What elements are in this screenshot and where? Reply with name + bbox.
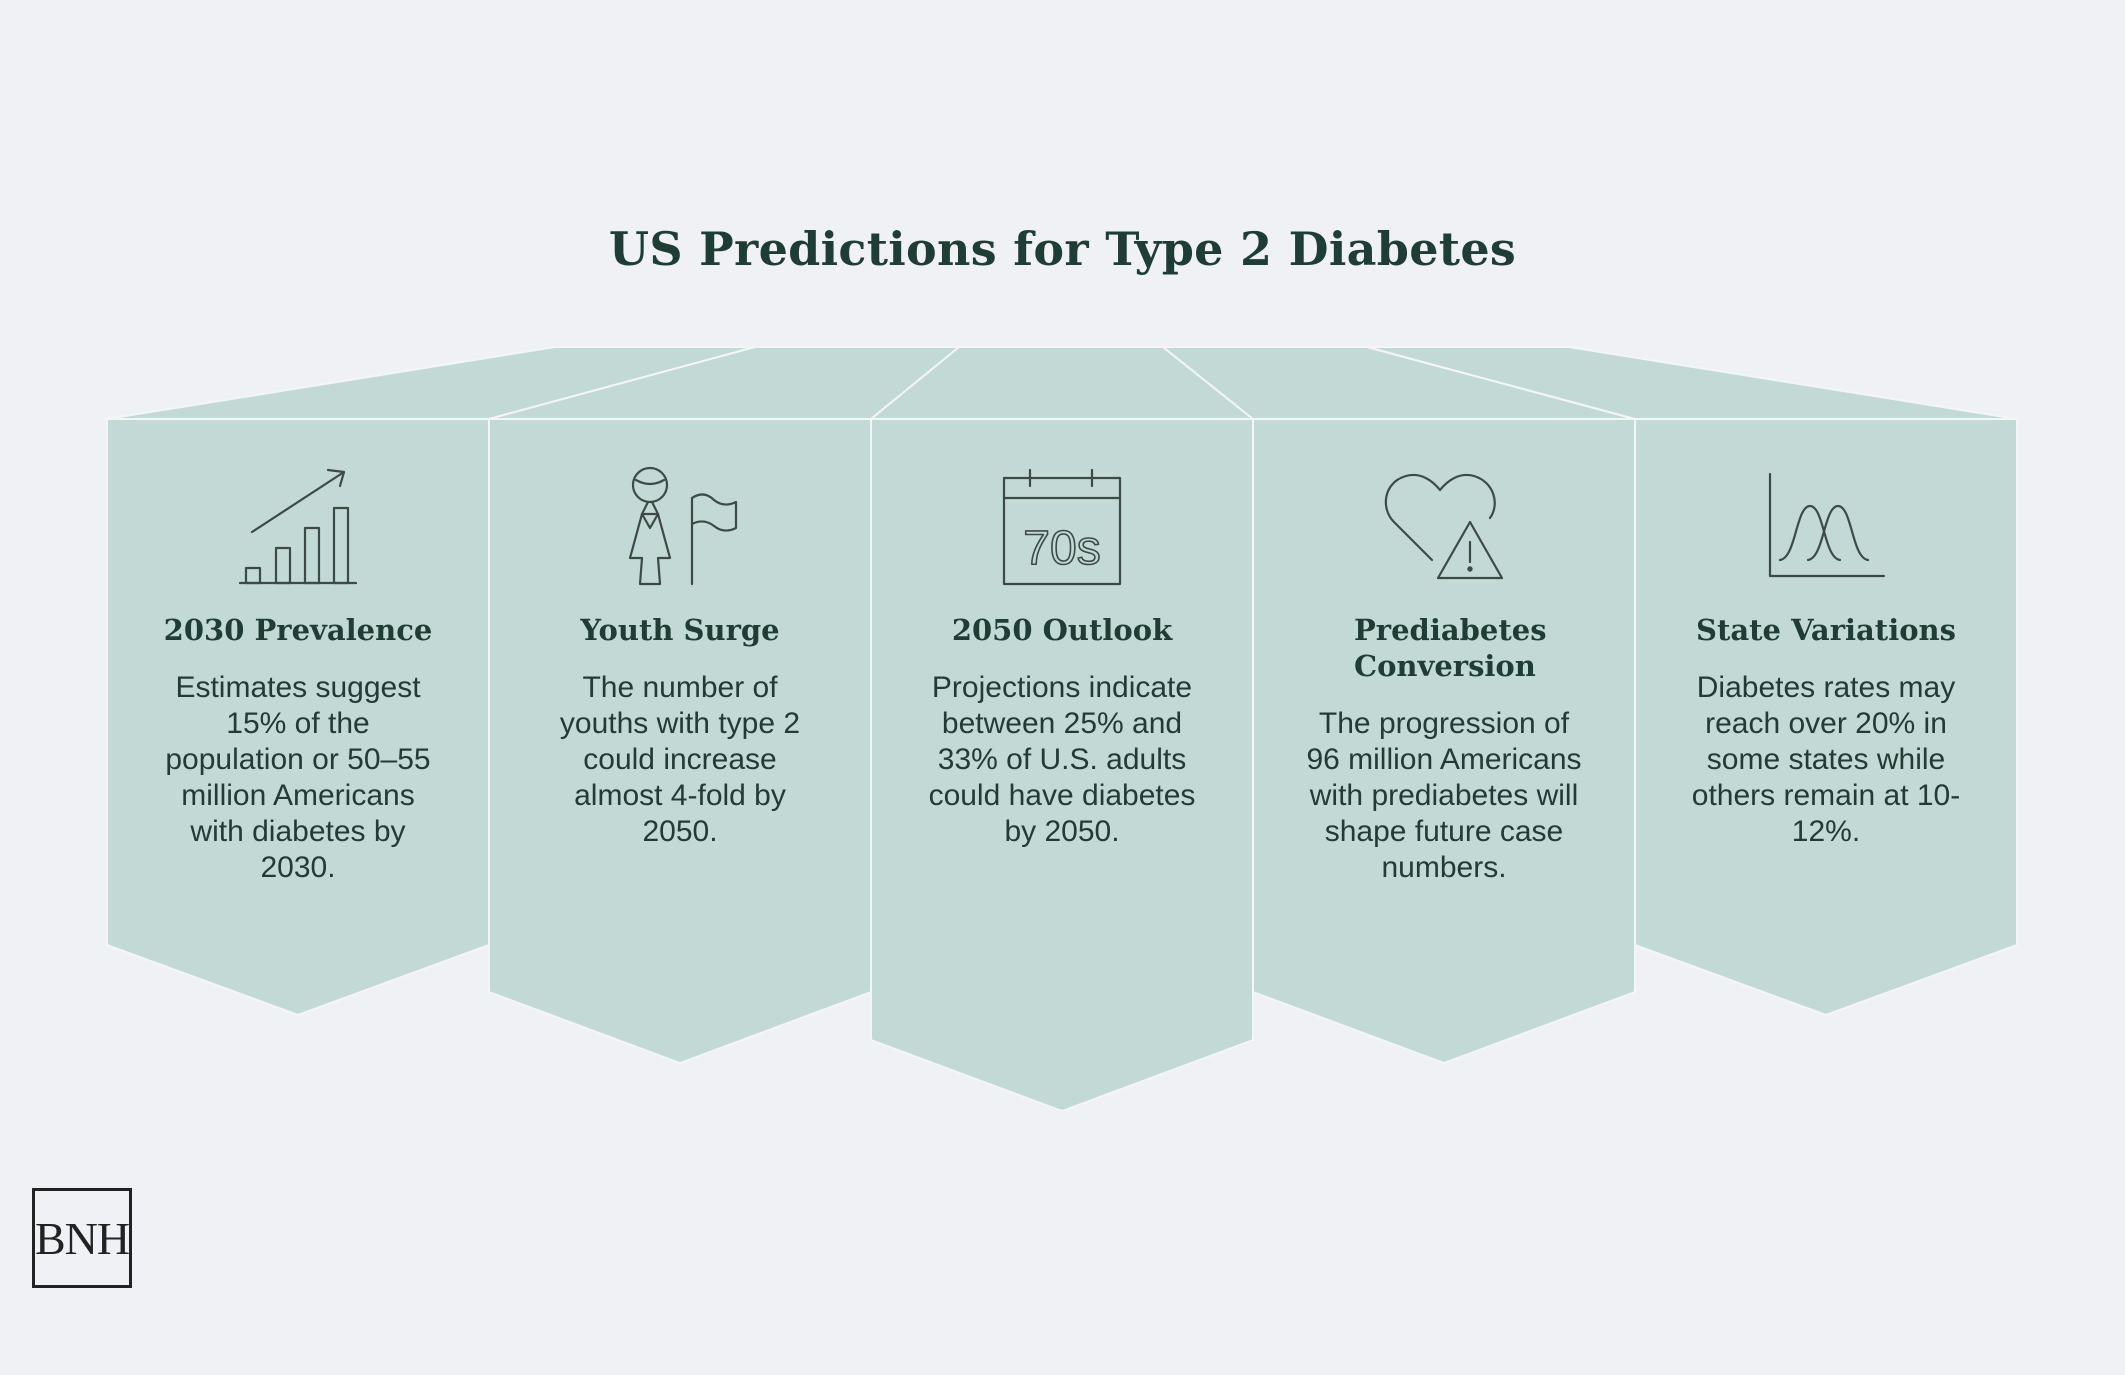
youth-with-flag-icon	[620, 466, 740, 588]
column-heading: 2050 Outlook	[951, 613, 1173, 647]
column-heading: 2030 Prevalence	[163, 613, 433, 647]
column-heading: Prediabetes Conversion	[1354, 613, 1547, 683]
growth-chart-icon	[238, 464, 358, 588]
column-text: Estimates suggest 15% of the population …	[165, 671, 431, 884]
column-1: 2030 Prevalence Estimates suggest 15% of…	[153, 612, 443, 886]
column-5: State Variations Diabetes rates may reac…	[1681, 612, 1971, 850]
column-panel-5	[1634, 418, 2018, 1016]
column-text: Projections indicate between 25% and 33%…	[928, 671, 1196, 848]
column-panel-3	[870, 418, 1254, 1112]
brand-logo: BNH	[32, 1188, 132, 1288]
heart-warning-icon	[1382, 468, 1506, 588]
column-text: The number of youths with type 2 could i…	[559, 671, 801, 848]
column-panel-2	[488, 418, 872, 1064]
column-text: Diabetes rates may reach over 20% in som…	[1691, 671, 1961, 848]
distribution-curves-icon	[1766, 472, 1886, 580]
column-text: The progression of 96 million Americans …	[1306, 707, 1582, 884]
column-3: 2050 Outlook Projections indicate betwee…	[917, 612, 1207, 850]
column-4: Prediabetes Conversion The progression o…	[1294, 612, 1594, 886]
logo-text: BNH	[34, 1212, 130, 1264]
column-2: Youth Surge The number of youths with ty…	[535, 612, 825, 850]
column-heading: State Variations	[1696, 613, 1956, 647]
column-panel-4	[1252, 418, 1636, 1064]
calendar-icon: 70s	[1002, 468, 1122, 588]
calendar-icon-text: 70s	[1023, 522, 1100, 575]
column-heading: Youth Surge	[580, 613, 780, 647]
column-panel-1	[106, 418, 490, 1016]
page-title: US Predictions for Type 2 Diabetes	[608, 222, 1517, 276]
